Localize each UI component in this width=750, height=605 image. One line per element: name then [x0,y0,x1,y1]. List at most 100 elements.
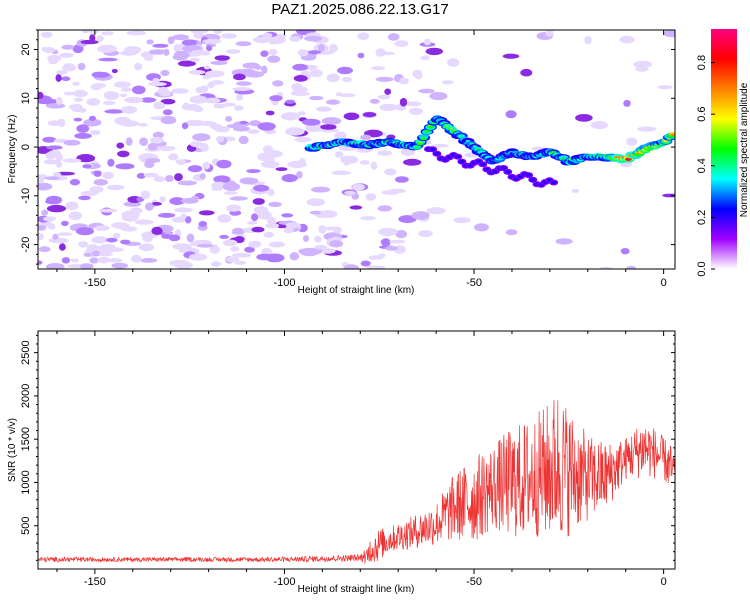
spectrogram-blob [116,142,124,149]
snr-series-line [38,400,675,564]
spectrogram-blob [377,150,393,156]
ridge-branch-blob [455,154,461,159]
spectrogram-blob [254,65,262,70]
spectrogram-blob [302,118,321,126]
spectrogram-blob [62,63,77,72]
spectrogram-blob [72,81,80,86]
y-tick-label: 500 [20,517,32,535]
spectrogram-blob [61,257,70,264]
spectrogram-blob [76,227,94,236]
spectrogram-blob [246,72,254,77]
spectrogram-blob [139,97,157,103]
spectrogram-blob [152,43,169,48]
spectrogram-blob [151,226,163,235]
spectrogram-blob [308,69,323,78]
spectrogram-blob [619,35,635,44]
spectrogram-blob [398,215,417,224]
spectrogram-blob [395,176,409,183]
spectrogram-blob [408,107,423,116]
spectrogram-blob [252,198,265,205]
spectrogram-y-ticks: -20 -10 0 10 20 [20,29,675,265]
spectrogram-blob [111,262,129,269]
x-tick-label: 0 [661,576,667,588]
spectrogram-blob [63,91,75,96]
spectrogram-blob [138,123,149,127]
spectrogram-blob [211,261,222,267]
spectrogram-blob [61,76,71,81]
spectrogram-blob [343,264,360,269]
spectrogram-blob [134,62,143,71]
spectrogram-blob [153,176,166,182]
spectrogram-blob [272,80,284,87]
spectrogram-blob [384,168,397,176]
spectrogram-blob [555,238,573,245]
spectrogram-blob [38,91,44,99]
spectrogram-blob [253,206,269,215]
spectrogram-blob [338,93,356,98]
spectrogram-blob [474,223,489,232]
spectrogram-blob [663,30,675,38]
spectrogram-blob [285,99,296,104]
spectrogram-blob [86,98,101,106]
spectrogram-blob [180,213,187,220]
spectrogram-blob [384,88,392,95]
spectrogram-blob [234,260,247,265]
spectrogram-blob [369,98,380,104]
spectrogram-blob [232,87,252,91]
spectrogram-blob [93,170,102,177]
spectrogram-blob [226,49,241,54]
spectrogram-blob [73,117,83,122]
spectrogram-blob [57,118,66,128]
spectrogram-blob [190,141,204,148]
snr-x-label: Height of straight line (km) [298,584,415,595]
spectrogram-blob [167,36,175,45]
spectrogram-blob [268,241,285,248]
spectrogram-blob [55,153,64,162]
spectrogram-blob [411,211,430,220]
spectrogram-blob [70,258,80,263]
spectrogram-blob [106,237,118,243]
spectrogram-blob [505,229,518,236]
spectrogram-blob [103,100,116,106]
snr-y-ticks: 500 1000 1500 2000 2500 [20,334,675,561]
spectrogram-blob [217,214,232,223]
spectrogram-blob [147,142,158,151]
spectrogram-blob [337,66,353,75]
spectrogram-blob [104,91,120,100]
spectrogram-blob [131,254,142,263]
spectrogram-blob [231,230,245,235]
spectrogram-blob [139,258,158,263]
ridge-blob [421,137,426,140]
spectrogram-blob [59,52,74,58]
snr-y-label: SNR (10 * v/v) [7,418,18,482]
spectrogram-blob [74,132,92,139]
spectrogram-blob [420,55,431,61]
spectrogram-blob [38,246,51,253]
spectrogram-blob [269,95,283,102]
spectrogram-blob [165,175,174,182]
spectrogram-blob [43,216,56,222]
spectrogram-blob [378,227,398,236]
spectrogram-blob [79,263,94,269]
spectrogram-blob [623,99,631,107]
spectrogram-blob [290,91,300,96]
spectrogram-blob [89,115,96,121]
spectrogram-blob [177,60,196,67]
spectrogram-blob [160,115,177,125]
spectrogram-blob [151,202,162,206]
spectrogram-blob [297,111,306,116]
spectrogram-y-label: Frequency (Hz) [7,115,18,184]
spectrogram-blob [283,227,294,234]
spectrogram-blob [426,207,446,215]
spectrogram-blob [384,245,398,251]
spectrogram-blob [584,36,592,45]
spectrogram-blob [366,265,386,269]
spectrogram-blob [82,164,92,169]
spectrogram-blob [326,73,340,83]
spectrogram-blob [190,30,209,35]
colorbar-tick-label: 0.4 [696,158,708,173]
spectrogram-blob [158,212,176,218]
spectrogram-blob [38,177,44,184]
spectrogram-blob [77,107,87,113]
